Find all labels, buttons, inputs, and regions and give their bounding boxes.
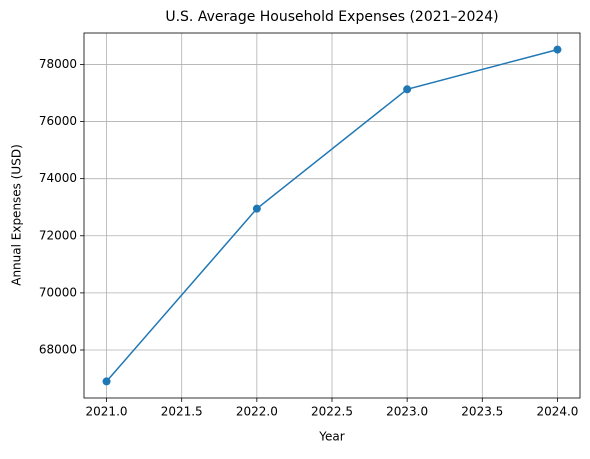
x-tick-label: 2021.0 bbox=[86, 405, 128, 419]
x-tick-label: 2022.5 bbox=[311, 405, 353, 419]
x-tick-label: 2023.0 bbox=[386, 405, 428, 419]
marker bbox=[102, 377, 111, 386]
y-tick-label: 68000 bbox=[39, 342, 77, 356]
y-tick-label: 76000 bbox=[39, 114, 77, 128]
line bbox=[105, 48, 558, 382]
y-tick-label: 70000 bbox=[39, 285, 77, 299]
x-tick-label: 2021.5 bbox=[161, 405, 203, 419]
y-tick-label: 72000 bbox=[39, 228, 77, 242]
y-tick-label: 78000 bbox=[39, 57, 77, 71]
y-tick-label: 74000 bbox=[39, 171, 77, 185]
marker bbox=[252, 204, 261, 213]
x-tick-label: 2024.0 bbox=[536, 405, 578, 419]
chart-title: U.S. Average Household Expenses (2021–20… bbox=[165, 9, 498, 25]
y-axis-label: Annual Expenses (USD) bbox=[10, 144, 24, 286]
x-axis-label: Year bbox=[318, 430, 344, 444]
x-tick-label: 2023.5 bbox=[461, 405, 503, 419]
plot-frame bbox=[83, 32, 581, 399]
marker bbox=[553, 45, 562, 54]
x-tick-label: 2022.0 bbox=[236, 405, 278, 419]
marker bbox=[403, 85, 412, 94]
